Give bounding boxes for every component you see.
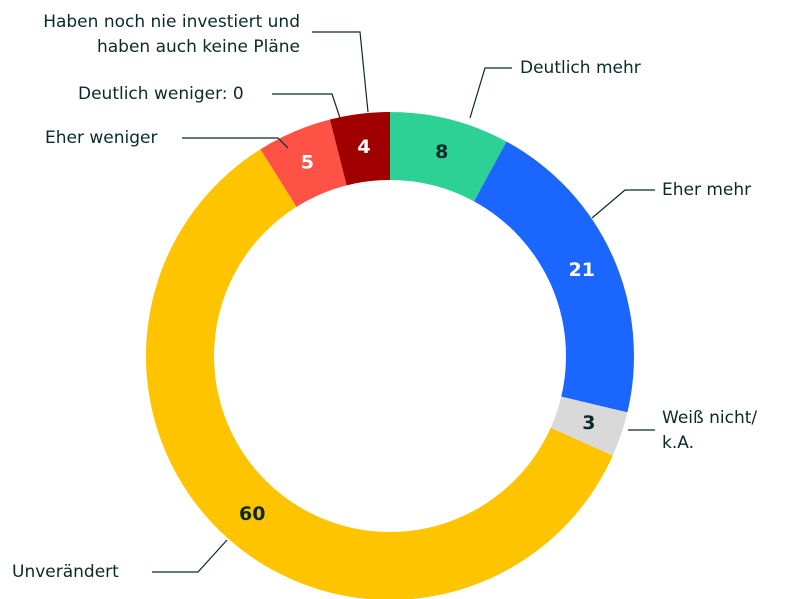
category-label: Weiß nicht/k.A.	[662, 408, 757, 453]
donut-segment	[146, 149, 613, 599]
leader-line	[272, 93, 341, 119]
category-label: Eher weniger	[45, 128, 157, 148]
donut-segment	[474, 141, 634, 413]
category-label: Eher mehr	[662, 180, 751, 200]
leader-line	[469, 67, 512, 119]
data-label: 21	[569, 259, 595, 281]
donut-segment	[329, 112, 390, 186]
donut-segment	[390, 112, 507, 202]
data-label: 4	[357, 136, 370, 158]
data-label: 60	[239, 503, 265, 525]
donut-segment	[550, 396, 628, 456]
data-label: 3	[582, 412, 595, 434]
category-label: Unverändert	[12, 562, 119, 582]
data-label: 8	[435, 141, 448, 163]
category-label: Deutlich weniger: 0	[78, 84, 244, 104]
category-label: Haben noch nie investiert und haben auch …	[43, 12, 300, 57]
leader-line	[312, 31, 369, 113]
leader-line	[182, 137, 289, 149]
data-label: 5	[301, 151, 314, 173]
category-label: Deutlich mehr	[520, 58, 641, 78]
leader-line	[152, 539, 228, 573]
leader-line	[591, 189, 655, 219]
